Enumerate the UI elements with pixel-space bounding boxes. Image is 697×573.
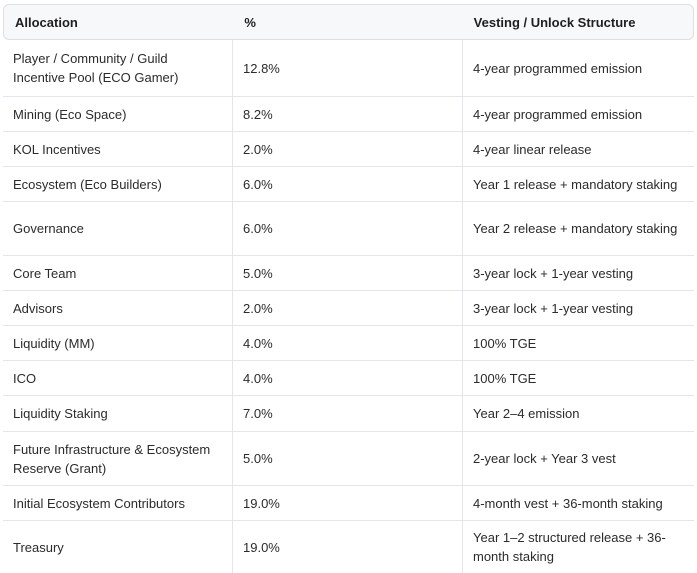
- percent-cell: 7.0%: [233, 396, 463, 431]
- vesting-cell: 100% TGE: [473, 370, 537, 386]
- percent-cell: 2.0%: [233, 291, 463, 325]
- vesting-cell: 4-year linear release: [473, 141, 592, 157]
- vesting-cell: Year 2–4 emission: [473, 406, 580, 421]
- percent-cell: 19.0%: [233, 521, 463, 573]
- percent-cell: 4.0%: [233, 361, 463, 395]
- allocation-cell: Future Infrastructure & Ecosystem Reserv…: [3, 432, 233, 485]
- table-row: Core Team 5.0% 3-year lock + 1-year vest…: [3, 256, 694, 291]
- table-row: Future Infrastructure & Ecosystem Reserv…: [3, 432, 694, 486]
- allocation-cell: ICO: [3, 361, 233, 395]
- percent-cell: 12.8%: [233, 40, 463, 96]
- percent-cell: 5.0%: [233, 432, 463, 485]
- table-row: Advisors 2.0% 3-year lock + 1-year vesti…: [3, 291, 694, 326]
- table-row: Player / Community / Guild Incentive Poo…: [3, 40, 694, 97]
- percent-cell: 8.2%: [233, 97, 463, 131]
- table-header: Allocation % Vesting / Unlock Structure: [3, 4, 694, 40]
- vesting-cell: 3-year lock + 1-year vesting: [473, 300, 634, 316]
- table-row: Governance 6.0% Year 2 release + mandato…: [3, 202, 694, 256]
- table-row: Liquidity Staking 7.0% Year 2–4 emission: [3, 396, 694, 432]
- allocation-cell: Governance: [3, 202, 233, 255]
- vesting-cell: 4-year programmed emission: [473, 106, 643, 122]
- vesting-cell: 2-year lock + Year 3 vest: [473, 451, 616, 466]
- vesting-cell: 100% TGE: [473, 335, 537, 351]
- header-allocation: Allocation: [15, 14, 78, 30]
- percent-cell: 4.0%: [233, 326, 463, 360]
- table-row: Initial Ecosystem Contributors 19.0% 4-m…: [3, 486, 694, 521]
- allocation-cell: KOL Incentives: [3, 132, 233, 166]
- percent-cell: 2.0%: [233, 132, 463, 166]
- table-row: Ecosystem (Eco Builders) 6.0% Year 1 rel…: [3, 167, 694, 202]
- percent-cell: 6.0%: [233, 167, 463, 201]
- percent-cell: 5.0%: [233, 256, 463, 290]
- vesting-cell: 4-month vest + 36-month staking: [473, 495, 663, 511]
- header-percent: %: [244, 14, 256, 30]
- allocation-cell: Mining (Eco Space): [3, 97, 233, 131]
- table-row: ICO 4.0% 100% TGE: [3, 361, 694, 396]
- percent-cell: 19.0%: [233, 486, 463, 520]
- allocation-table: Allocation % Vesting / Unlock Structure …: [3, 4, 694, 573]
- allocation-cell: Treasury: [3, 521, 233, 573]
- allocation-cell: Ecosystem (Eco Builders): [3, 167, 233, 201]
- vesting-cell: Year 1 release + mandatory staking: [473, 176, 678, 192]
- header-vesting: Vesting / Unlock Structure: [473, 14, 636, 30]
- vesting-cell: Year 1–2 structured release + 36-month s…: [473, 530, 666, 564]
- table-row: Mining (Eco Space) 8.2% 4-year programme…: [3, 97, 694, 132]
- allocation-cell: Core Team: [3, 256, 233, 290]
- allocation-cell: Player / Community / Guild Incentive Poo…: [3, 40, 233, 96]
- vesting-cell: 3-year lock + 1-year vesting: [473, 265, 634, 281]
- allocation-cell: Liquidity (MM): [3, 326, 233, 360]
- percent-cell: 6.0%: [233, 202, 463, 255]
- table-row: Liquidity (MM) 4.0% 100% TGE: [3, 326, 694, 361]
- table-row: KOL Incentives 2.0% 4-year linear releas…: [3, 132, 694, 167]
- allocation-cell: Advisors: [3, 291, 233, 325]
- table-row: Treasury 19.0% Year 1–2 structured relea…: [3, 521, 694, 573]
- allocation-cell: Liquidity Staking: [3, 396, 233, 431]
- vesting-cell: 4-year programmed emission: [473, 60, 643, 76]
- vesting-cell: Year 2 release + mandatory staking: [473, 221, 678, 236]
- allocation-cell: Initial Ecosystem Contributors: [3, 486, 233, 520]
